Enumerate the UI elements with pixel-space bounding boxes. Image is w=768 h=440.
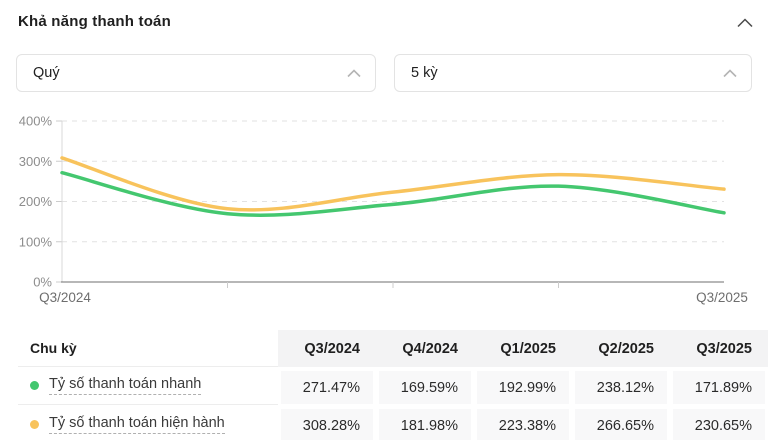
x-axis-label: Q3/2024: [39, 290, 91, 305]
x-axis-label: Q3/2025: [696, 290, 748, 305]
liquidity-line-chart[interactable]: 0% 100% 200% 300% 400% Q3/2024 Q3/2025: [0, 105, 768, 320]
chart-line-1[interactable]: [60, 156, 726, 212]
row-label[interactable]: Tỷ số thanh toán hiện hành: [49, 415, 225, 434]
table-cell-value: 308.28%: [281, 409, 373, 440]
y-axis-label: 0%: [33, 275, 52, 290]
chevron-up-icon: [347, 68, 361, 77]
period-dropdown-value: Quý: [33, 65, 60, 81]
table-cell: 271.47%: [278, 367, 376, 405]
table-cell-value: 230.65%: [673, 409, 765, 440]
panel-title: Khả năng thanh toán: [18, 13, 171, 30]
range-dropdown[interactable]: 5 kỳ: [394, 54, 752, 92]
table-header-cell: Q2/2025: [572, 330, 670, 367]
table-cell: 266.65%: [572, 405, 670, 440]
legend-dot-icon: [30, 381, 39, 390]
row-label[interactable]: Tỷ số thanh toán nhanh: [49, 376, 202, 395]
table-cell-value: 223.38%: [477, 409, 569, 440]
chevron-up-icon: [723, 68, 737, 77]
table-cell: 192.99%: [474, 367, 572, 405]
y-axis-label: 100%: [19, 234, 53, 249]
table-cell: 223.38%: [474, 405, 572, 440]
table-row-label-cell: Tỷ số thanh toán hiện hành: [18, 405, 278, 440]
table-cell-value: 266.65%: [575, 409, 667, 440]
table-cell: 171.89%: [670, 367, 768, 405]
table-cell-value: 181.98%: [379, 409, 471, 440]
table-cell: 181.98%: [376, 405, 474, 440]
y-axis-label: 200%: [19, 194, 53, 209]
table-header-cell: Q4/2024: [376, 330, 474, 367]
table-header-cell: Q1/2025: [474, 330, 572, 367]
range-dropdown-value: 5 kỳ: [411, 65, 438, 81]
period-dropdown[interactable]: Quý: [16, 54, 376, 92]
chart-line-0[interactable]: [60, 170, 726, 217]
table-header-period: Chu kỳ: [18, 330, 278, 367]
table-cell: 230.65%: [670, 405, 768, 440]
ratio-table: Chu kỳ Q3/2024 Q4/2024 Q1/2025 Q2/2025 Q3/202…: [0, 330, 768, 440]
table-cell-value: 238.12%: [575, 371, 667, 404]
collapse-panel-button[interactable]: [734, 14, 756, 32]
table-cell-value: 169.59%: [379, 371, 471, 404]
table-header-cell: Q3/2025: [670, 330, 768, 367]
table-cell-value: 192.99%: [477, 371, 569, 404]
y-axis-label: 400%: [19, 114, 53, 129]
y-axis-label: 300%: [19, 154, 53, 169]
table-cell: 308.28%: [278, 405, 376, 440]
table-header-cell: Q3/2024: [278, 330, 376, 367]
legend-dot-icon: [30, 419, 39, 429]
table-row-label-cell: Tỷ số thanh toán nhanh: [18, 367, 278, 405]
chevron-up-icon: [737, 18, 753, 28]
table-cell-value: 171.89%: [673, 371, 765, 404]
table-cell: 238.12%: [572, 367, 670, 405]
table-cell-value: 271.47%: [281, 371, 373, 404]
table-cell: 169.59%: [376, 367, 474, 405]
